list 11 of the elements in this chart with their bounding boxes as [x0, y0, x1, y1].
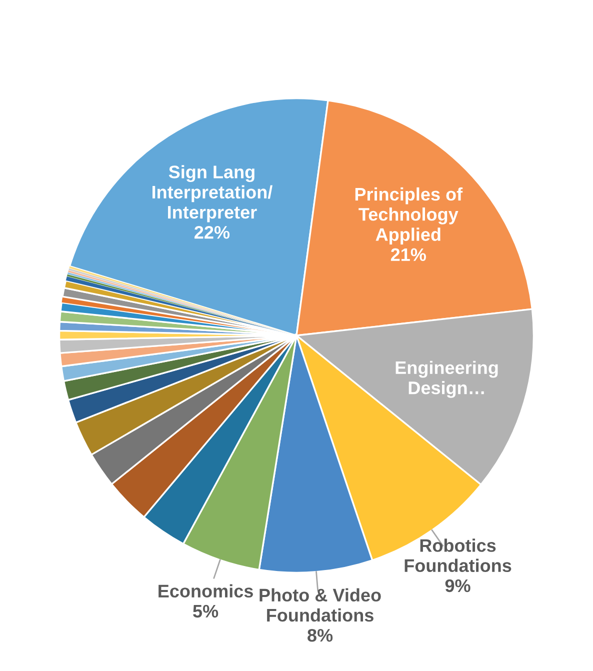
slice-label: Robotics Foundations: [404, 538, 512, 572]
data-label: 9%: [445, 579, 470, 592]
data-label: 21%: [390, 248, 426, 262]
slice-label: Photo & Video Foundations: [260, 588, 381, 622]
data-label: 5%: [193, 604, 218, 618]
slice-label: Economics: [158, 584, 253, 598]
data-label: 8%: [308, 628, 333, 642]
data-label: 22%: [194, 226, 230, 239]
slice-label: Sign Lang Interpretation/ Interpreter: [152, 165, 272, 222]
slice-label: Engineering Design…: [396, 360, 498, 398]
slice-label: Principles of Technology Applied: [355, 187, 463, 245]
